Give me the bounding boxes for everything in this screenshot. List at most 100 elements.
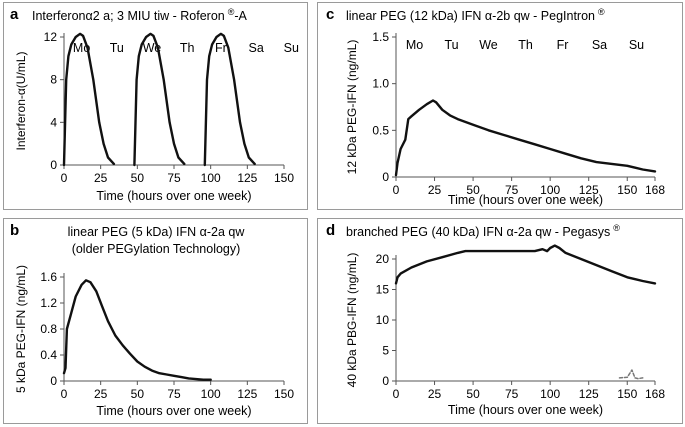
x-tick-label: 125 — [579, 183, 599, 197]
day-label: Th — [180, 41, 195, 55]
y-tick-label: 5 — [382, 344, 389, 358]
panel-c: c linear PEG (12 kDa) IFN α-2b qw - PegIn… — [317, 2, 683, 210]
day-label: Tu — [444, 38, 458, 52]
chart-c: c linear PEG (12 kDa) IFN α-2b qw - PegIn… — [326, 6, 665, 207]
x-tick-label: 150 — [274, 387, 294, 401]
day-label: Sa — [248, 41, 263, 55]
x-tick-label: 50 — [131, 387, 145, 401]
x-tick-label: 125 — [237, 387, 257, 401]
y-tick-label: 10 — [376, 313, 390, 327]
day-label: Su — [629, 38, 644, 52]
x-tick-label: 25 — [94, 387, 108, 401]
series-line — [394, 99, 657, 177]
series-line — [133, 32, 186, 167]
day-label: Fr — [557, 38, 569, 52]
panel-letter: a — [10, 6, 19, 23]
panel-d: d branched PEG (40 kDa) IFN α-2a qw - Peg… — [317, 218, 683, 424]
panel-a: a Interferonα2 a; 3 MIU tiw - Roferon ®-A 0… — [3, 2, 308, 210]
x-tick-label: 25 — [94, 171, 108, 185]
chart-d: d branched PEG (40 kDa) IFN α-2a qw - Peg… — [326, 222, 665, 417]
chart-subtitle: (older PEGylation Technology) — [72, 242, 241, 256]
x-tick-label: 75 — [505, 387, 519, 401]
x-tick-label: 125 — [237, 171, 257, 185]
title-main: linear PEG (5 kDa) IFN α-2a qw — [68, 225, 246, 239]
x-tick-label: 0 — [61, 387, 68, 401]
x-tick-label: 125 — [579, 387, 599, 401]
x-tick-label: 0 — [61, 171, 68, 185]
x-tick-label: 25 — [428, 387, 442, 401]
x-tick-label: 50 — [466, 183, 480, 197]
title-main: linear PEG (12 kDa) IFN α-2b qw - PegInt… — [346, 9, 595, 23]
series-line — [203, 32, 256, 167]
panel-letter: b — [10, 222, 19, 239]
title-superscript: ® — [598, 7, 605, 17]
y-tick-label: 1.6 — [40, 270, 57, 284]
y-tick-label: 4 — [50, 115, 57, 129]
x-tick-label: 100 — [540, 183, 560, 197]
y-tick-label: 0 — [50, 158, 57, 172]
x-tick-label: 150 — [274, 171, 294, 185]
day-label: Mo — [406, 38, 423, 52]
title-superscript: ® — [613, 223, 620, 233]
chart-title: Interferonα2 a; 3 MIU tiw - Roferon ®-A — [32, 7, 248, 23]
title-main: branched PEG (40 kDa) IFN α-2a qw - Pega… — [346, 225, 610, 239]
day-label: Fr — [215, 41, 227, 55]
y-tick-label: 0.4 — [40, 348, 57, 362]
x-tick-label: 50 — [131, 171, 145, 185]
y-tick-label: 0.8 — [40, 322, 57, 336]
day-label: Su — [284, 41, 299, 55]
series-line — [62, 279, 212, 381]
y-tick-label: 0 — [50, 374, 57, 388]
y-tick-label: 12 — [44, 30, 58, 44]
day-label: We — [479, 38, 498, 52]
x-tick-label: 100 — [201, 387, 221, 401]
y-tick-label: 1.0 — [372, 77, 389, 91]
x-tick-label: 75 — [167, 171, 181, 185]
x-tick-label: 150 — [617, 387, 637, 401]
day-label: Sa — [592, 38, 607, 52]
panel-b: b linear PEG (5 kDa) IFN α-2a qw (older PE… — [3, 218, 308, 424]
chart-a: a Interferonα2 a; 3 MIU tiw - Roferon ®-A 0… — [10, 6, 299, 203]
y-tick-label: 8 — [50, 73, 57, 87]
y-tick-label: 20 — [376, 252, 390, 266]
y-tick-label: 15 — [376, 283, 390, 297]
y-tick-label: 1.2 — [40, 296, 57, 310]
x-tick-label: 100 — [201, 171, 221, 185]
x-tick-label: 75 — [505, 183, 519, 197]
day-label: Tu — [110, 41, 124, 55]
series-line — [62, 32, 116, 167]
x-tick-label: 0 — [393, 183, 400, 197]
x-tick-label: 25 — [428, 183, 442, 197]
series-line — [394, 244, 657, 285]
y-tick-label: 1.5 — [372, 30, 389, 44]
day-label: Th — [518, 38, 533, 52]
title-main: Interferonα2 a; 3 MIU tiw - Roferon — [32, 9, 225, 23]
title-tail: -A — [234, 9, 247, 23]
chart-title: linear PEG (5 kDa) IFN α-2a qw — [68, 225, 246, 239]
x-axis-label: Time (hours over one week) — [96, 404, 251, 418]
chart-title: linear PEG (12 kDa) IFN α-2b qw - PegInt… — [346, 7, 605, 23]
x-tick-label: 50 — [466, 387, 480, 401]
y-tick-label: 0 — [382, 170, 389, 184]
y-tick-label: 0 — [382, 374, 389, 388]
x-tick-label: 168 — [645, 387, 665, 401]
x-tick-label: 168 — [645, 183, 665, 197]
x-tick-label: 0 — [393, 387, 400, 401]
chart-b: b linear PEG (5 kDa) IFN α-2a qw (older PE… — [10, 222, 294, 418]
x-tick-label: 150 — [617, 183, 637, 197]
panel-letter: d — [326, 222, 335, 239]
x-axis-label: Time (hours over one week) — [448, 193, 603, 207]
y-axis-label: 5 kDa PEG-IFN (ng/mL) — [14, 265, 28, 393]
title-superscript: ® — [228, 7, 235, 17]
y-axis-label: 12 kDa PEG-IFN (ng/mL) — [345, 40, 359, 175]
x-axis-label: Time (hours over one week) — [448, 403, 603, 417]
chart-title: branched PEG (40 kDa) IFN α-2a qw - Pega… — [346, 223, 620, 239]
x-tick-label: 100 — [540, 387, 560, 401]
panel-letter: c — [326, 6, 334, 23]
series-line — [618, 369, 644, 380]
y-axis-label: 40 kDa PBG-IFN (ng/mL) — [345, 253, 359, 388]
x-axis-label: Time (hours over one week) — [96, 189, 251, 203]
x-tick-label: 75 — [167, 387, 181, 401]
y-axis-label: Interferon-α(U/mL) — [14, 52, 28, 151]
y-tick-label: 0.5 — [372, 123, 389, 137]
